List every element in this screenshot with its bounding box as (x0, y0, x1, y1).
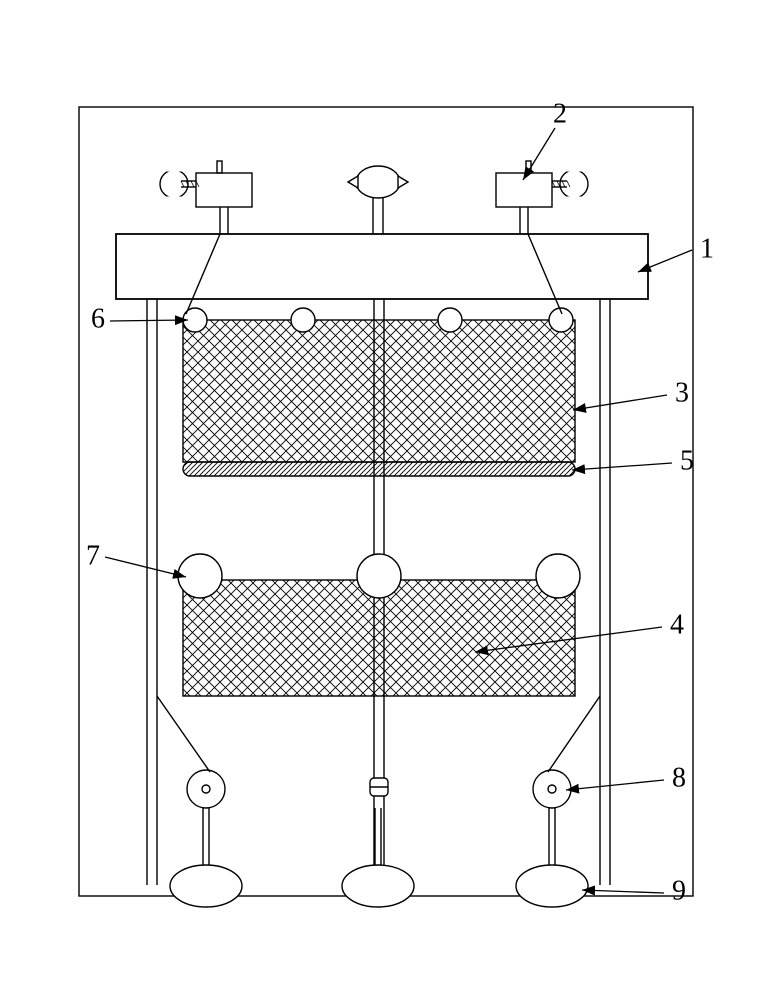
leader-line-1 (638, 250, 692, 272)
callout-label-5: 5 (680, 445, 694, 476)
upper-mesh-bottom-bar (183, 462, 575, 476)
v-line-right (528, 234, 562, 314)
leader-line-3 (573, 395, 667, 410)
leader-line-6 (110, 320, 188, 321)
callout-label-7: 7 (86, 540, 100, 571)
pulley-left (187, 770, 225, 808)
callout-label-3: 3 (675, 377, 689, 408)
leader-line-9 (582, 890, 664, 893)
v-line-left (186, 234, 220, 314)
foot-2 (516, 865, 588, 907)
foot-1 (342, 865, 414, 907)
leader-line-2 (523, 128, 555, 180)
diagram-canvas: 1 2 3 4 5 6 7 8 9 (0, 0, 771, 1000)
callout-label-9: 9 (672, 875, 686, 906)
callout-label-8: 8 (672, 762, 686, 793)
callout-label-2: 2 (553, 98, 567, 129)
upper-mesh (183, 320, 575, 462)
leader-line-5 (572, 463, 672, 470)
foot-0 (170, 865, 242, 907)
callout-label-4: 4 (670, 609, 684, 640)
top-block-left (196, 173, 252, 207)
upper-ring-1 (291, 308, 315, 332)
callout-label-1: 1 (700, 233, 714, 264)
lower-ring-2 (536, 554, 580, 598)
leader-line-7 (105, 557, 186, 577)
center-knob (356, 166, 400, 198)
lower-ring-1 (357, 554, 401, 598)
outer-frame (79, 107, 693, 896)
screw-knob-left (160, 170, 188, 198)
screw-knob-right (560, 170, 588, 198)
leader-line-8 (566, 780, 664, 790)
callout-label-6: 6 (91, 303, 105, 334)
top-post-left (217, 161, 222, 173)
pulley-right (533, 770, 571, 808)
upper-ring-2 (438, 308, 462, 332)
technical-drawing-svg: 1 2 3 4 5 6 7 8 9 (0, 0, 771, 1000)
